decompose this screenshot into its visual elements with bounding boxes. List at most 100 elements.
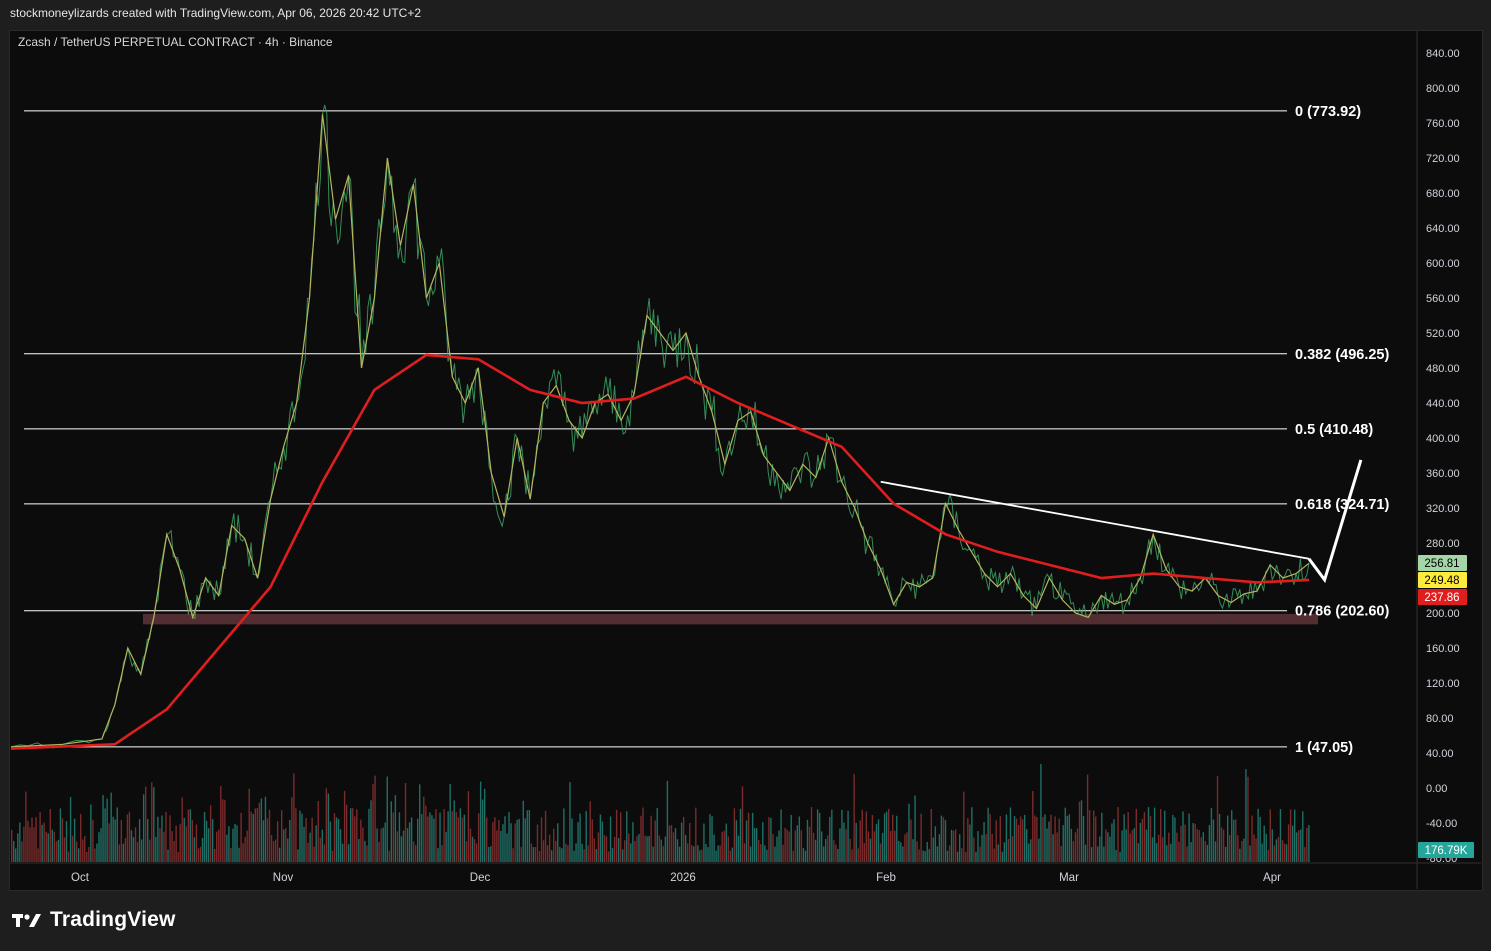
volume-bar xyxy=(1275,839,1278,862)
volume-bar xyxy=(581,843,583,862)
volume-bar xyxy=(337,818,340,862)
tradingview-logo[interactable]: TradingView xyxy=(12,908,176,932)
volume-bar xyxy=(1214,841,1217,862)
volume-bar xyxy=(1119,851,1121,862)
volume-bar xyxy=(327,793,330,862)
volume-bar xyxy=(197,848,200,862)
volume-bar xyxy=(1308,825,1310,862)
volume-bar xyxy=(1003,842,1006,862)
volume-bar xyxy=(760,844,762,862)
volume-bar xyxy=(122,843,125,862)
volume-bar xyxy=(741,786,744,862)
volume-bar xyxy=(248,788,250,862)
volume-bar xyxy=(800,830,803,862)
volume-bar xyxy=(825,838,827,862)
support-zone-layer xyxy=(143,613,1318,625)
volume-bar xyxy=(804,850,807,862)
volume-bar xyxy=(84,836,86,862)
volume-bar xyxy=(1113,819,1115,862)
volume-bar xyxy=(1147,807,1150,862)
volume-bar xyxy=(1245,769,1247,862)
volume-bar xyxy=(715,850,717,862)
volume-bar xyxy=(524,818,526,862)
volume-bar xyxy=(1298,830,1300,862)
volume-bar xyxy=(1180,825,1182,862)
price-badge-label: 237.86 xyxy=(1424,592,1459,604)
volume-bar xyxy=(544,810,547,862)
volume-bar xyxy=(1149,815,1152,862)
volume-bar xyxy=(1082,815,1085,862)
volume-bar xyxy=(177,851,179,862)
volume-bar xyxy=(483,788,486,862)
volume-bar xyxy=(902,846,904,862)
volume-bar xyxy=(1166,845,1168,862)
volume-bar xyxy=(827,835,829,862)
volume-bar xyxy=(798,816,801,862)
volume-bar xyxy=(15,848,17,862)
volume-bar xyxy=(1172,814,1174,862)
volume-bar xyxy=(751,812,754,862)
volume-bar xyxy=(159,828,161,862)
volume-bar xyxy=(1080,800,1083,862)
volume-bar xyxy=(1042,817,1044,862)
volume-bar xyxy=(727,836,729,862)
volume-bar xyxy=(451,811,453,862)
symbol-title[interactable]: Zcash / TetherUS PERPETUAL CONTRACT · 4h… xyxy=(18,35,333,49)
price-tick-label: 280.00 xyxy=(1426,538,1460,550)
volume-bar xyxy=(183,817,185,862)
volume-bar xyxy=(589,801,591,862)
volume-bar xyxy=(768,817,770,862)
volume-bar xyxy=(157,816,159,862)
chart-frame[interactable] xyxy=(9,30,1483,891)
volume-bar xyxy=(908,803,910,862)
volume-bar xyxy=(341,843,344,862)
price-candles-line xyxy=(10,104,1310,749)
volume-bar xyxy=(313,846,315,862)
volume-bar xyxy=(222,799,224,862)
volume-bar xyxy=(526,810,529,862)
volume-bar xyxy=(1062,825,1064,862)
volume-bar xyxy=(435,809,437,862)
volume-bar xyxy=(952,830,955,862)
volume-bar xyxy=(414,845,417,862)
volume-bar xyxy=(1176,832,1178,862)
price-tick-label: 720.00 xyxy=(1426,153,1460,165)
volume-bar xyxy=(583,849,585,862)
volume-bar xyxy=(557,823,559,862)
volume-bar xyxy=(946,850,949,862)
volume-bar xyxy=(287,838,289,862)
descending-trendline[interactable] xyxy=(880,480,1310,560)
volume-bar xyxy=(386,776,388,862)
volume-bar xyxy=(1054,816,1056,862)
volume-bar xyxy=(21,841,23,862)
volume-bar xyxy=(406,828,409,862)
volume-bar xyxy=(49,809,51,862)
volume-bar xyxy=(236,825,238,862)
volume-bar xyxy=(147,818,149,862)
price-badges: 256.81 249.48 237.86 176.79K xyxy=(1418,555,1474,858)
volume-bar xyxy=(756,828,758,862)
volume-bar xyxy=(419,784,421,862)
price-tick-label: -40.00 xyxy=(1426,818,1457,830)
volume-bar xyxy=(794,830,796,862)
volume-bar xyxy=(439,812,441,862)
volume-bar xyxy=(398,812,401,862)
time-axis[interactable]: Oct Nov Dec 2026 Feb Mar Apr xyxy=(10,862,1481,884)
volume-bar xyxy=(17,833,19,862)
volume-bar xyxy=(682,816,685,862)
volume-bar xyxy=(51,829,53,862)
volume-bar xyxy=(1074,832,1077,862)
projection-arrow-path[interactable] xyxy=(1307,459,1363,584)
volume-bar xyxy=(999,816,1002,862)
volume-bar xyxy=(648,836,650,862)
volume-bar xyxy=(538,850,541,862)
volume-bar xyxy=(1259,816,1261,862)
volume-bar xyxy=(812,832,815,862)
volume-bar xyxy=(628,833,630,862)
volume-bar xyxy=(770,817,772,862)
volume-bar xyxy=(1287,824,1290,862)
volume-bar xyxy=(187,809,190,862)
volume-bar xyxy=(973,837,975,862)
price-axis[interactable]: 840.00 800.00 760.00 720.00 680.00 640.00 600.… xyxy=(1416,31,1460,889)
